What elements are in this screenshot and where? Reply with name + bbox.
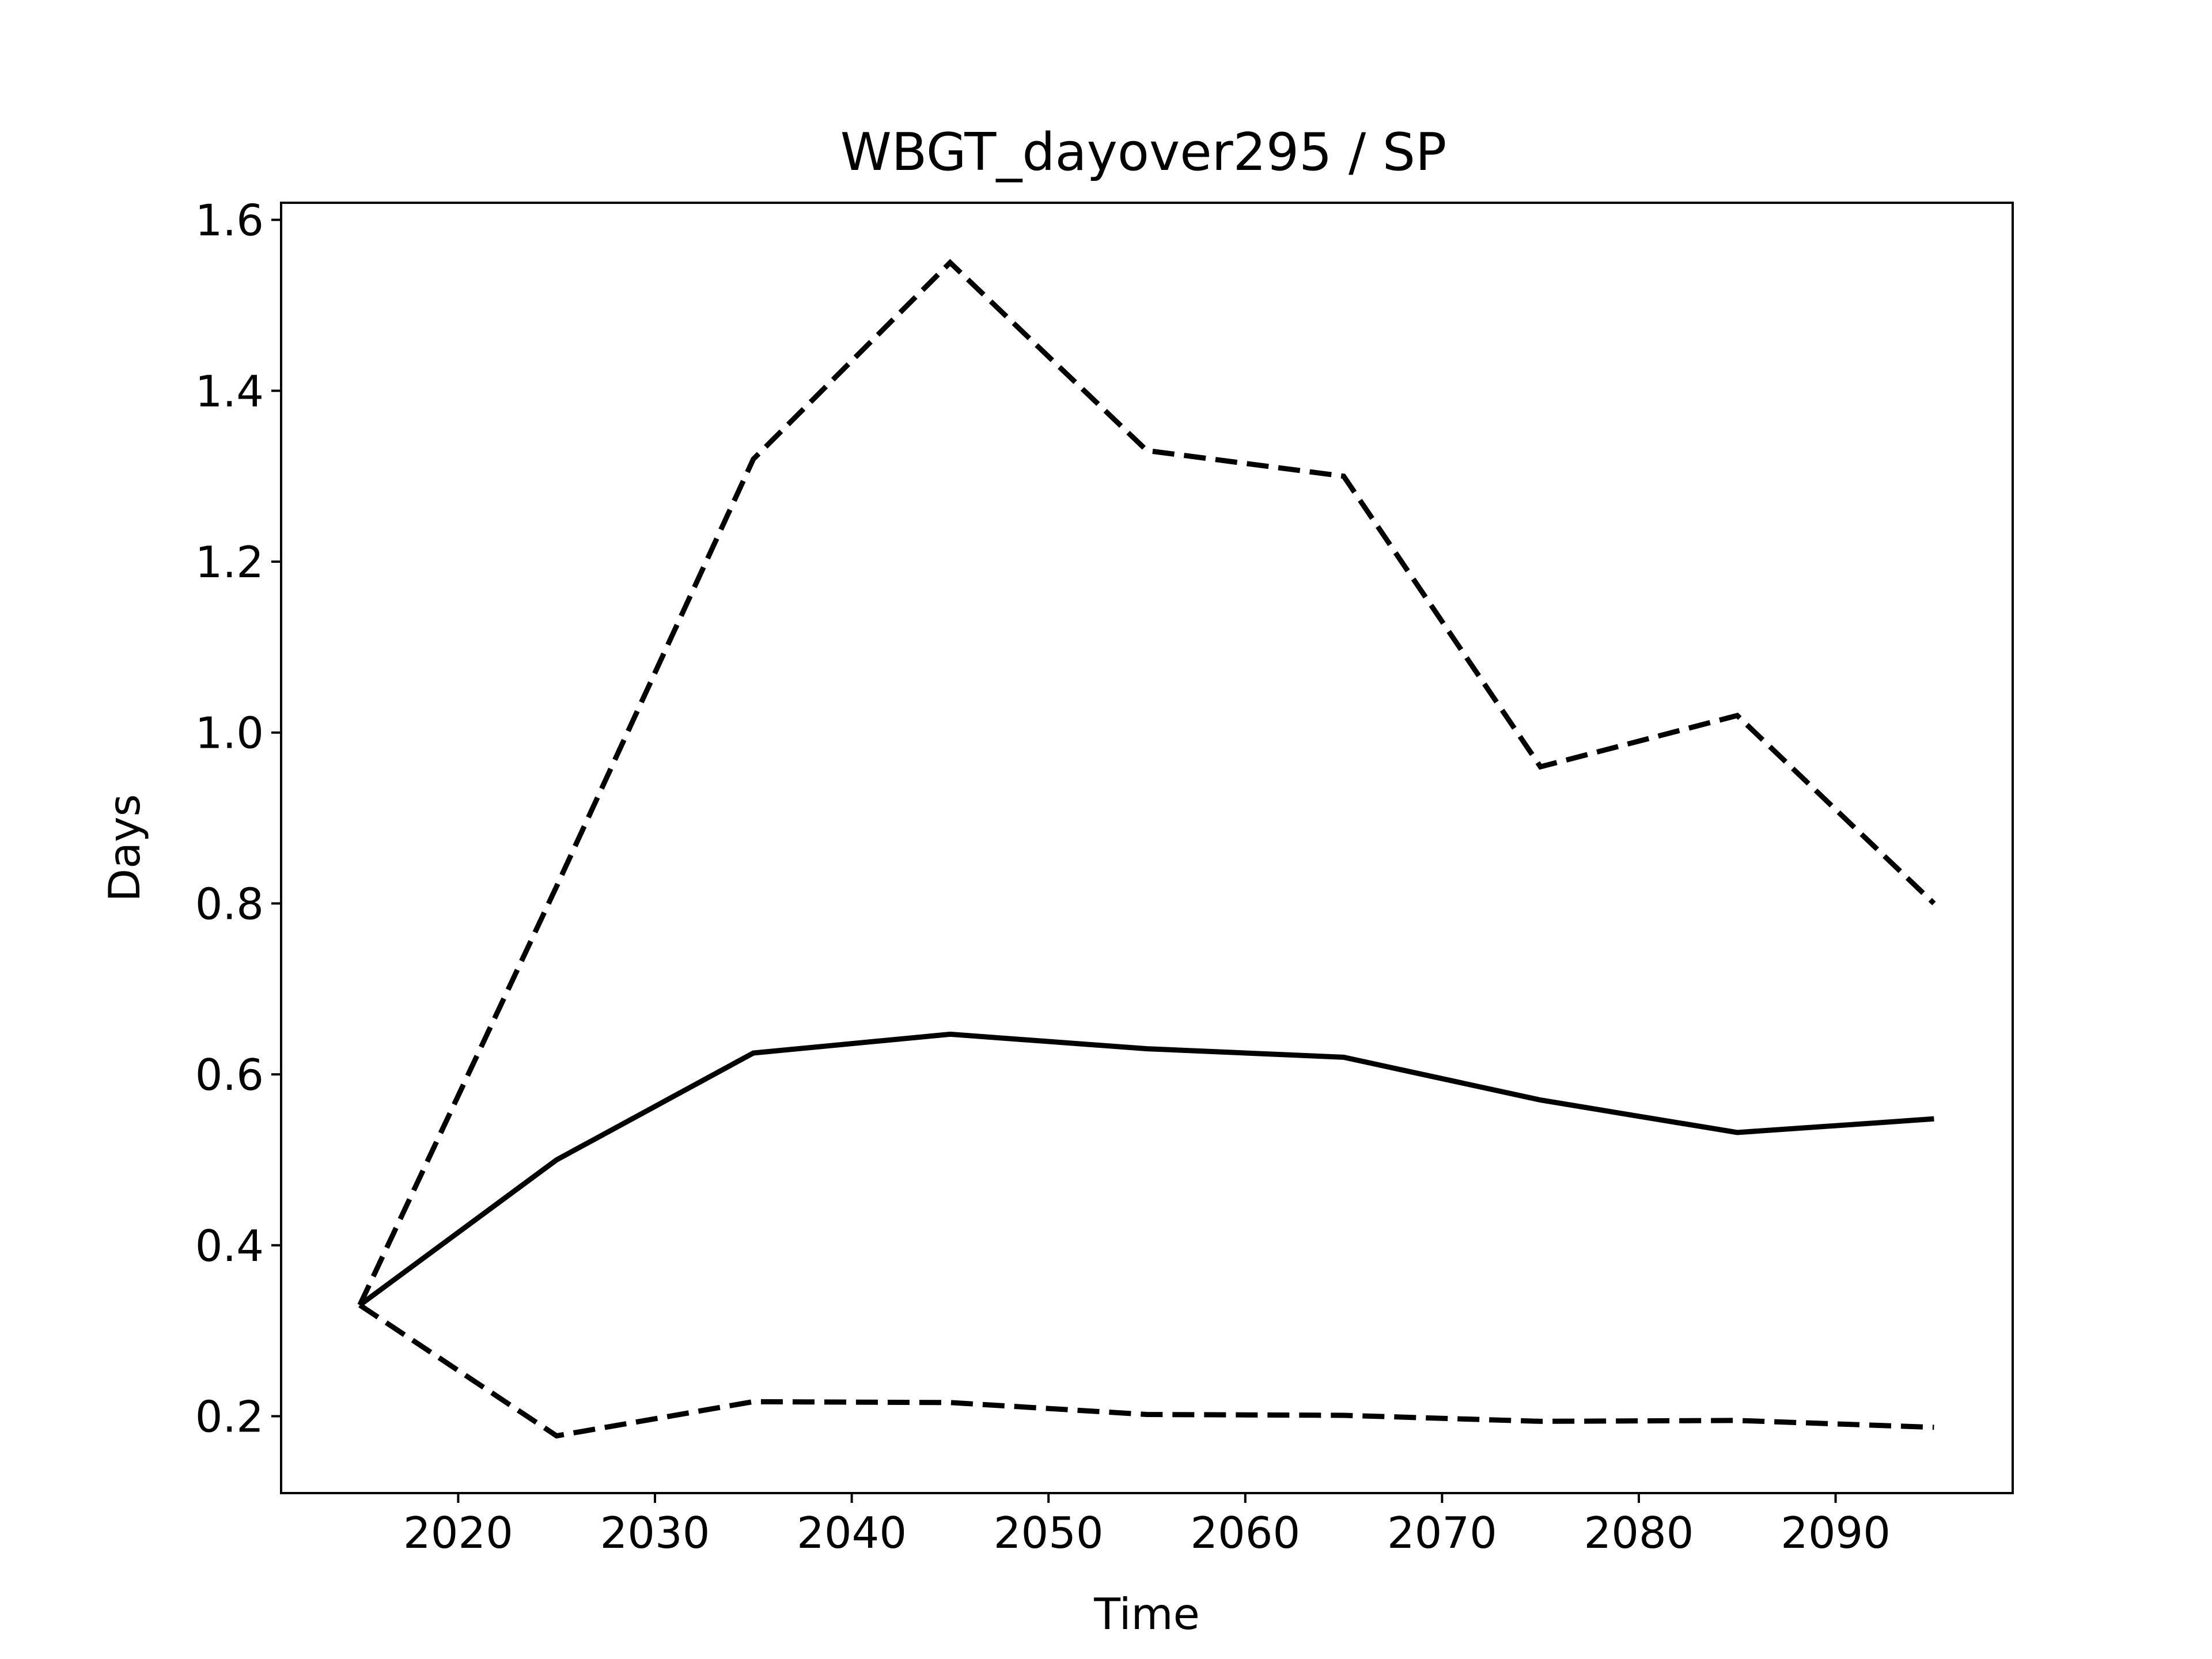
chart-title: WBGT_dayover295 / SP xyxy=(840,122,1447,183)
y-tick-label: 1.0 xyxy=(195,708,264,759)
y-tick-label: 0.4 xyxy=(195,1221,264,1271)
y-axis-label: Days xyxy=(99,794,150,902)
y-tick-label: 1.4 xyxy=(195,366,264,416)
series-line-3 xyxy=(358,1302,1934,1439)
x-tick-label: 2050 xyxy=(994,1508,1104,1558)
x-axis-label: Time xyxy=(1093,1589,1200,1639)
y-tick-label: 1.2 xyxy=(195,537,264,588)
x-tick-label: 2020 xyxy=(403,1508,513,1558)
y-tick-label: 0.2 xyxy=(195,1391,264,1442)
x-tick-label: 2040 xyxy=(797,1508,907,1558)
x-axis-ticks: 2020 2030 2040 2050 2060 2070 2080 2090 xyxy=(403,1493,1891,1558)
series-line-2 xyxy=(358,1031,1934,1308)
y-axis-ticks: 0.2 0.4 0.6 0.8 1.0 1.2 1.4 1.6 xyxy=(195,195,281,1442)
x-tick-label: 2030 xyxy=(600,1508,710,1558)
series-line-1 xyxy=(357,259,1936,1306)
y-tick-label: 1.6 xyxy=(195,195,264,246)
x-tick-label: 2060 xyxy=(1190,1508,1300,1558)
y-tick-label: 0.6 xyxy=(195,1050,264,1100)
series-layer xyxy=(357,259,1936,1439)
x-tick-label: 2070 xyxy=(1387,1508,1497,1558)
x-tick-label: 2080 xyxy=(1584,1508,1694,1558)
y-tick-label: 0.8 xyxy=(195,878,264,929)
x-tick-label: 2090 xyxy=(1781,1508,1891,1558)
plot-frame xyxy=(280,202,2014,1494)
